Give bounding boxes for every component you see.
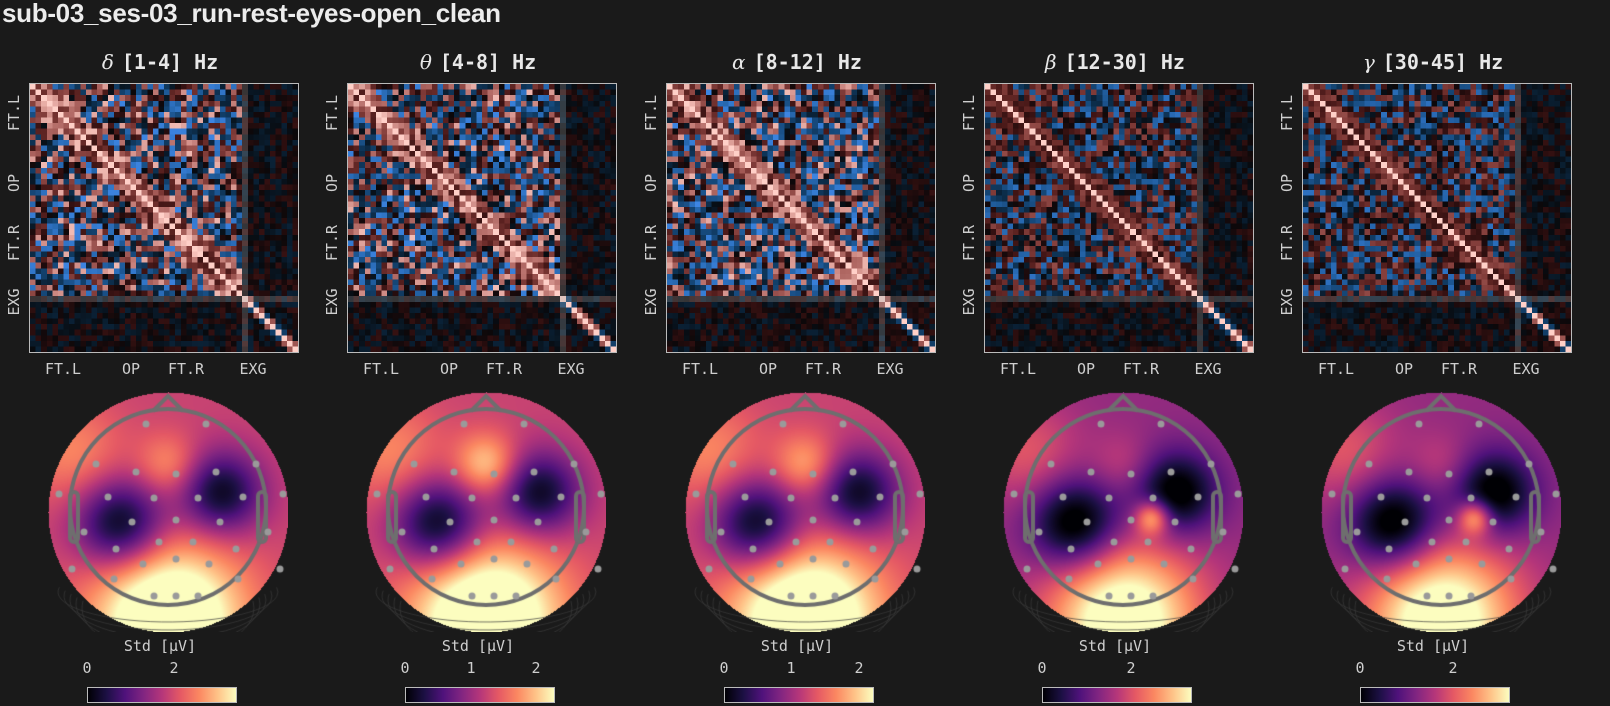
figure-title: sub-03_ses-03_run-rest-eyes-open_clean bbox=[2, 0, 501, 28]
topomap bbox=[1003, 392, 1243, 632]
matrix-canvas bbox=[1303, 84, 1571, 352]
y-tick-ftr: FT.R bbox=[323, 224, 341, 262]
x-tick-exg: EXG bbox=[239, 360, 267, 378]
colorbar-tick: 0 bbox=[719, 659, 729, 677]
x-tick-ftl: FT.L bbox=[999, 360, 1037, 378]
x-tick-op: OP bbox=[758, 360, 778, 378]
y-tick-op: OP bbox=[5, 173, 23, 193]
colorbar-tick: 2 bbox=[169, 659, 179, 677]
band-symbol: γ bbox=[1362, 50, 1375, 74]
x-tick-op: OP bbox=[1076, 360, 1096, 378]
colorbar-tick: 2 bbox=[1448, 659, 1458, 677]
y-tick-ftl: FT.L bbox=[323, 94, 341, 132]
matrix-canvas bbox=[985, 84, 1253, 352]
y-tick-ftr: FT.R bbox=[5, 224, 23, 262]
band-symbol: α bbox=[732, 50, 746, 74]
y-tick-ftr: FT.R bbox=[960, 224, 978, 262]
band-range: [1-4] Hz bbox=[121, 50, 219, 74]
connectivity-matrix bbox=[1302, 83, 1572, 353]
y-tick-exg: EXG bbox=[642, 288, 660, 316]
matrix-canvas bbox=[667, 84, 935, 352]
x-tick-exg: EXG bbox=[876, 360, 904, 378]
colorbar-label: Std [μV] bbox=[1078, 637, 1152, 655]
colorbar-label: Std [μV] bbox=[760, 637, 834, 655]
colorbar bbox=[724, 687, 874, 703]
colorbar-label: Std [μV] bbox=[1396, 637, 1470, 655]
y-tick-op: OP bbox=[642, 173, 660, 193]
colorbar-tick: 1 bbox=[466, 659, 476, 677]
colorbar-tick: 1 bbox=[786, 659, 796, 677]
x-tick-ftl: FT.L bbox=[44, 360, 82, 378]
band-range: [4-8] Hz bbox=[439, 50, 537, 74]
x-tick-ftr: FT.R bbox=[1440, 360, 1478, 378]
y-tick-op: OP bbox=[1278, 173, 1296, 193]
x-tick-exg: EXG bbox=[1512, 360, 1540, 378]
x-tick-ftr: FT.R bbox=[167, 360, 205, 378]
colorbar-tick: 2 bbox=[854, 659, 864, 677]
y-tick-exg: EXG bbox=[960, 288, 978, 316]
colorbar-label: Std [μV] bbox=[123, 637, 197, 655]
x-tick-ftr: FT.R bbox=[804, 360, 842, 378]
x-tick-op: OP bbox=[1394, 360, 1414, 378]
y-tick-exg: EXG bbox=[1278, 288, 1296, 316]
x-tick-op: OP bbox=[439, 360, 459, 378]
connectivity-matrix bbox=[984, 83, 1254, 353]
x-tick-ftl: FT.L bbox=[362, 360, 400, 378]
band-panel-0: δ [1-4] Hz FT.L OP FT.R EXG FT.L OP FT.R EXG Std [… bbox=[0, 0, 320, 706]
band-panel-2: α [8-12] Hz FT.L OP FT.R EXG FT.L OP FT.R EXG Std … bbox=[637, 0, 957, 706]
x-tick-ftl: FT.L bbox=[681, 360, 719, 378]
colorbar-tick: 0 bbox=[400, 659, 410, 677]
panel-title: β [12-30] Hz bbox=[955, 50, 1275, 74]
connectivity-matrix bbox=[347, 83, 617, 353]
y-tick-ftl: FT.L bbox=[1278, 94, 1296, 132]
x-tick-ftr: FT.R bbox=[1122, 360, 1160, 378]
topomap bbox=[685, 392, 925, 632]
colorbar-tick: 0 bbox=[1355, 659, 1365, 677]
y-tick-exg: EXG bbox=[5, 288, 23, 316]
matrix-canvas bbox=[30, 84, 298, 352]
colorbar-tick: 2 bbox=[531, 659, 541, 677]
band-symbol: β bbox=[1045, 50, 1057, 74]
band-range: [8-12] Hz bbox=[753, 50, 862, 74]
x-tick-ftl: FT.L bbox=[1317, 360, 1355, 378]
topomap bbox=[48, 392, 288, 632]
colorbar bbox=[87, 687, 237, 703]
y-tick-ftl: FT.L bbox=[5, 94, 23, 132]
connectivity-matrix bbox=[666, 83, 936, 353]
x-tick-exg: EXG bbox=[1194, 360, 1222, 378]
connectivity-matrix bbox=[29, 83, 299, 353]
colorbar-tick: 0 bbox=[1037, 659, 1047, 677]
band-panel-1: θ [4-8] Hz FT.L OP FT.R EXG FT.L OP FT.R EXG Std [… bbox=[318, 0, 638, 706]
band-range: [30-45] Hz bbox=[1382, 50, 1504, 74]
panel-title: θ [4-8] Hz bbox=[318, 50, 638, 74]
topomap bbox=[366, 392, 606, 632]
colorbar bbox=[1360, 687, 1510, 703]
panel-title: α [8-12] Hz bbox=[637, 50, 957, 74]
colorbar bbox=[1042, 687, 1192, 703]
y-tick-ftl: FT.L bbox=[960, 94, 978, 132]
band-range: [12-30] Hz bbox=[1064, 50, 1185, 74]
y-tick-exg: EXG bbox=[323, 288, 341, 316]
band-panel-3: β [12-30] Hz FT.L OP FT.R EXG FT.L OP FT.R EXG Std… bbox=[955, 0, 1275, 706]
band-symbol: δ bbox=[101, 50, 114, 74]
x-tick-op: OP bbox=[121, 360, 141, 378]
y-tick-ftr: FT.R bbox=[1278, 224, 1296, 262]
y-tick-ftr: FT.R bbox=[642, 224, 660, 262]
band-symbol: θ bbox=[419, 50, 432, 74]
x-tick-ftr: FT.R bbox=[485, 360, 523, 378]
topomap bbox=[1321, 392, 1561, 632]
colorbar bbox=[405, 687, 555, 703]
colorbar-tick: 0 bbox=[82, 659, 92, 677]
y-tick-op: OP bbox=[960, 173, 978, 193]
band-panel-4: γ [30-45] Hz FT.L OP FT.R EXG FT.L OP FT.R EXG Std… bbox=[1273, 0, 1593, 706]
matrix-canvas bbox=[348, 84, 616, 352]
x-tick-exg: EXG bbox=[557, 360, 585, 378]
y-tick-op: OP bbox=[323, 173, 341, 193]
panel-title: γ [30-45] Hz bbox=[1273, 50, 1593, 74]
panel-title: δ [1-4] Hz bbox=[0, 50, 320, 74]
y-tick-ftl: FT.L bbox=[642, 94, 660, 132]
colorbar-tick: 2 bbox=[1126, 659, 1136, 677]
colorbar-label: Std [μV] bbox=[441, 637, 515, 655]
